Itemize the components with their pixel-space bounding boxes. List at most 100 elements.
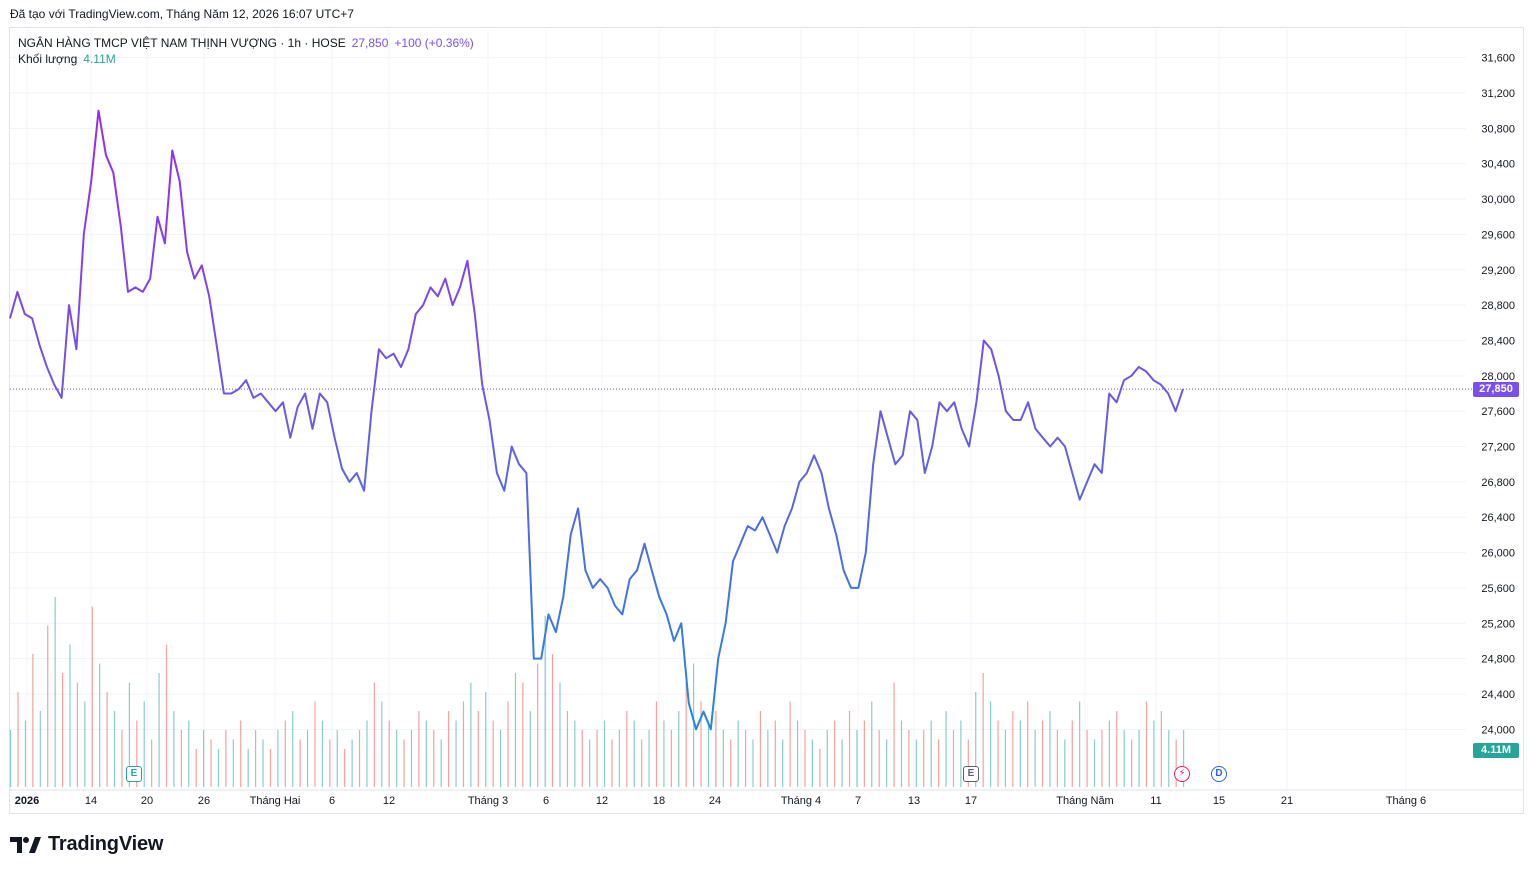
volume-bar [1019, 720, 1021, 787]
volume-bar [418, 711, 420, 787]
volume-bar [1086, 730, 1088, 787]
volume-bar [396, 730, 398, 787]
volume-bar [358, 730, 361, 787]
volume-bar [938, 739, 940, 787]
y-tick-label: 29,200 [1481, 265, 1515, 277]
x-tick-label: 14 [85, 795, 97, 807]
volume-bar [262, 739, 264, 787]
volume-bar [143, 701, 145, 787]
volume-bar [507, 701, 509, 787]
volume-bar [811, 739, 813, 787]
last-price: 27,850 [351, 36, 389, 50]
volume-bar [210, 739, 212, 787]
volume-label[interactable]: Khối lượng [18, 52, 78, 66]
volume-bar [685, 682, 687, 787]
volume-bar [1175, 739, 1177, 787]
y-tick-label: 24,400 [1481, 689, 1515, 701]
volume-bar [700, 701, 702, 787]
volume-bar [84, 701, 86, 787]
volume-bar [774, 720, 776, 787]
volume-bar [848, 711, 851, 787]
volume-bar [856, 730, 858, 787]
volume-bar [136, 720, 138, 787]
price-series [9, 109, 1184, 731]
x-tick-label: 6 [329, 795, 335, 807]
y-tick-label: 29,600 [1481, 229, 1515, 241]
volume-bar [91, 606, 93, 787]
volume-bar [900, 720, 903, 787]
volume-bar [559, 682, 561, 787]
symbol-title[interactable]: NGÂN HÀNG TMCP VIỆT NAM THỊNH VƯỢNG · 1h… [18, 36, 346, 50]
y-tick-label: 24,000 [1481, 724, 1515, 736]
volume-bar [203, 730, 205, 787]
volume-bar [470, 682, 472, 787]
x-tick-label: 18 [653, 795, 665, 807]
volume-bar [603, 720, 606, 787]
volume-bar [923, 730, 925, 787]
x-tick-label: Tháng 3 [468, 795, 508, 807]
earnings-marker[interactable]: E [126, 766, 142, 782]
volume-bar [217, 749, 220, 787]
volume-bar [826, 730, 828, 787]
volume-bar [930, 720, 932, 787]
volume-bar [351, 739, 353, 787]
volume-bar [188, 720, 190, 787]
x-tick-label: 11 [1150, 795, 1161, 807]
x-tick-label: 13 [908, 795, 920, 807]
volume-bar [76, 682, 79, 787]
volume-bar [819, 749, 821, 787]
volume-bar [121, 730, 123, 787]
volume-bar [366, 720, 368, 787]
volume-bar [915, 739, 917, 787]
volume-bar [1034, 730, 1036, 787]
volume-bar [796, 720, 799, 787]
x-tick-label: 12 [383, 795, 395, 807]
grid-lines [10, 30, 1466, 790]
volume-bar [960, 720, 962, 787]
price-axis: 31,600 31,200 30,800 30,400 30,000 29,600 29,2… [1481, 53, 1515, 737]
volume-bar [440, 739, 442, 787]
chart-frame[interactable] [9, 27, 1524, 814]
x-tick-label: 24 [709, 795, 721, 807]
tradingview-logo[interactable]: TradingView [10, 833, 163, 856]
volume-bar [908, 730, 910, 787]
volume-bar [767, 730, 769, 787]
volume-bar [1064, 739, 1066, 787]
volume-bar [989, 701, 992, 787]
volume-bar [551, 654, 554, 787]
volume-bar [485, 692, 487, 787]
volume-bar [1093, 739, 1096, 787]
volume-bar [54, 597, 56, 787]
volume-bar [589, 739, 591, 787]
volume-bar [69, 644, 71, 787]
volume-bar [782, 739, 784, 787]
volume-bar [410, 730, 413, 787]
volume-bar [373, 682, 375, 787]
x-tick-label: 2026 [15, 795, 39, 807]
y-tick-label: 31,600 [1481, 53, 1515, 65]
volume-bar [693, 663, 695, 787]
volume-bar [863, 720, 865, 787]
volume-bar [841, 739, 843, 787]
volume-bar [269, 749, 272, 787]
y-tick-label: 28,000 [1481, 371, 1515, 383]
x-tick-label: 17 [965, 795, 977, 807]
x-tick-label: 6 [543, 795, 549, 807]
x-tick-label: Tháng 6 [1386, 795, 1426, 807]
volume-bar [173, 711, 175, 787]
flash-icon[interactable]: ⚡ [1174, 766, 1190, 782]
x-tick-label: 26 [198, 795, 210, 807]
earnings-marker[interactable]: E [963, 766, 979, 782]
volume-bar [425, 720, 427, 787]
volume-bar [670, 730, 672, 787]
volume-bar [329, 739, 331, 787]
y-tick-label: 26,400 [1481, 512, 1515, 524]
volume-bar [24, 720, 27, 787]
dividend-marker[interactable]: D [1211, 766, 1227, 782]
volume-bar [403, 739, 405, 787]
volume-bar [232, 739, 234, 787]
x-tick-label: Tháng Năm [1056, 795, 1113, 807]
volume-bar [477, 711, 479, 787]
volume-bar [99, 663, 101, 787]
